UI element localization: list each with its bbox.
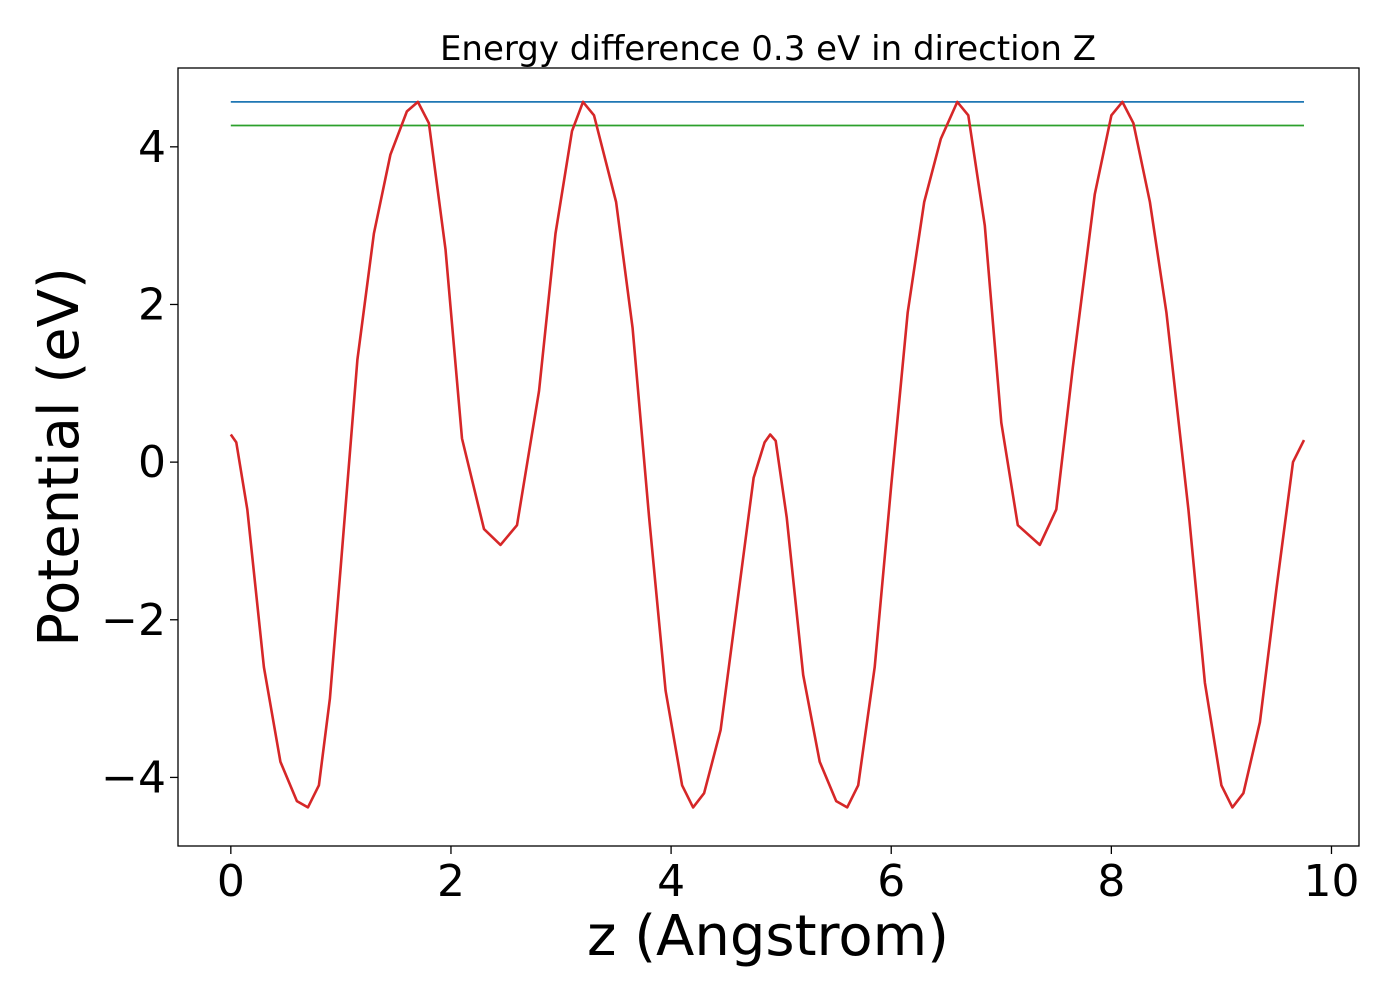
x-tick-label: 8 [1097,856,1125,907]
y-tick-label: −2 [101,595,166,646]
series-line-2 [229,100,1306,809]
x-tick-label: 0 [217,856,245,907]
x-tick-label: 2 [437,856,465,907]
y-tick-label: 0 [138,437,166,488]
y-tick-label: 4 [138,122,166,173]
plot-frame [177,67,1360,847]
y-tick-label: 2 [138,279,166,330]
x-axis-label: z (Angstrom) [587,904,949,969]
chart-title: Energy difference 0.3 eV in direction Z [440,29,1096,69]
x-tick-label: 4 [657,856,685,907]
y-tick-label: −4 [101,752,166,803]
ticks-layer: 0 2 4 6 8 10 −4 −2 0 2 4 [101,122,1359,907]
y-axis-label: Potential (eV) [27,267,92,647]
x-tick-label: 10 [1303,856,1359,907]
x-tick-label: 6 [877,856,905,907]
series-layer [229,100,1306,809]
